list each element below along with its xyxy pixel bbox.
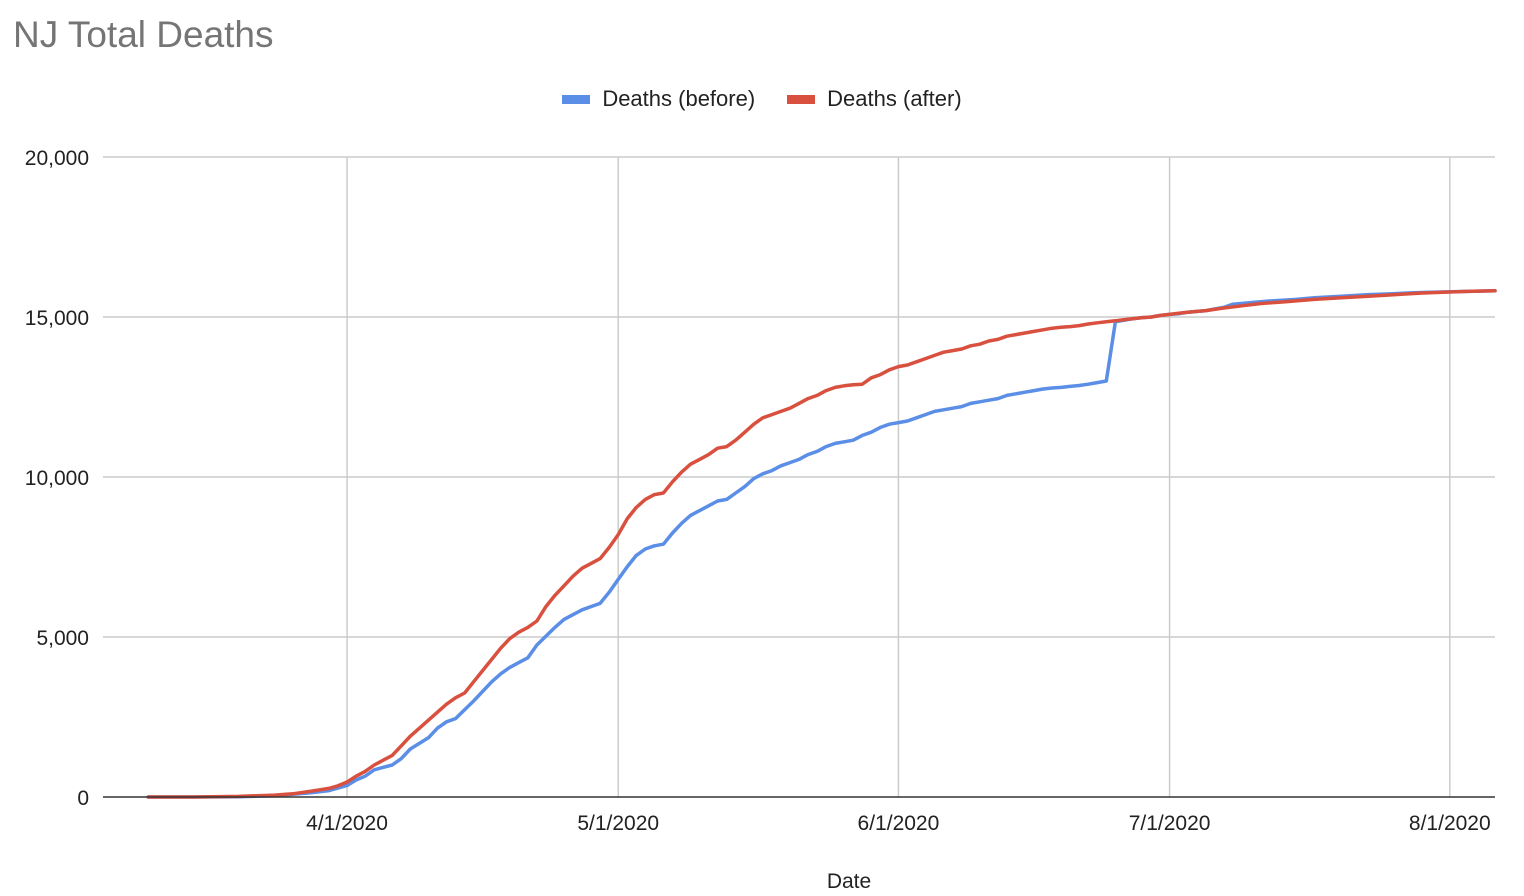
legend-swatch-before — [562, 94, 591, 104]
legend-item-after[interactable]: Deaths (after) — [787, 86, 962, 112]
series-line-after — [146, 289, 1497, 799]
x-axis-ticks: 4/1/2020 5/1/2020 6/1/2020 7/1/2020 8/1/2020 — [306, 812, 1491, 835]
x-tick-label: 8/1/2020 — [1409, 812, 1491, 835]
series-line-before — [146, 289, 1497, 799]
y-tick-label: 10,000 — [25, 467, 89, 490]
legend-swatch-after — [787, 94, 816, 104]
x-tick-label: 7/1/2020 — [1129, 812, 1211, 835]
y-tick-label: 20,000 — [25, 147, 89, 170]
y-tick-label: 15,000 — [25, 307, 89, 330]
legend-label-before: Deaths (before) — [602, 86, 756, 111]
x-tick-label: 4/1/2020 — [306, 812, 388, 835]
legend: Deaths (before) Deaths (after) — [0, 86, 1524, 112]
legend-label-after: Deaths (after) — [827, 86, 962, 111]
gridlines — [103, 156, 1495, 797]
y-tick-label: 5,000 — [36, 627, 89, 650]
legend-item-before[interactable]: Deaths (before) — [562, 86, 755, 112]
x-tick-label: 5/1/2020 — [577, 812, 659, 835]
y-tick-label: 0 — [77, 787, 89, 810]
series-lines — [146, 289, 1497, 799]
chart-title: NJ Total Deaths — [13, 14, 274, 55]
x-tick-label: 6/1/2020 — [858, 812, 940, 835]
x-axis-label: Date — [827, 870, 871, 893]
y-axis-ticks: 0 5,000 10,000 15,000 20,000 — [25, 147, 89, 810]
